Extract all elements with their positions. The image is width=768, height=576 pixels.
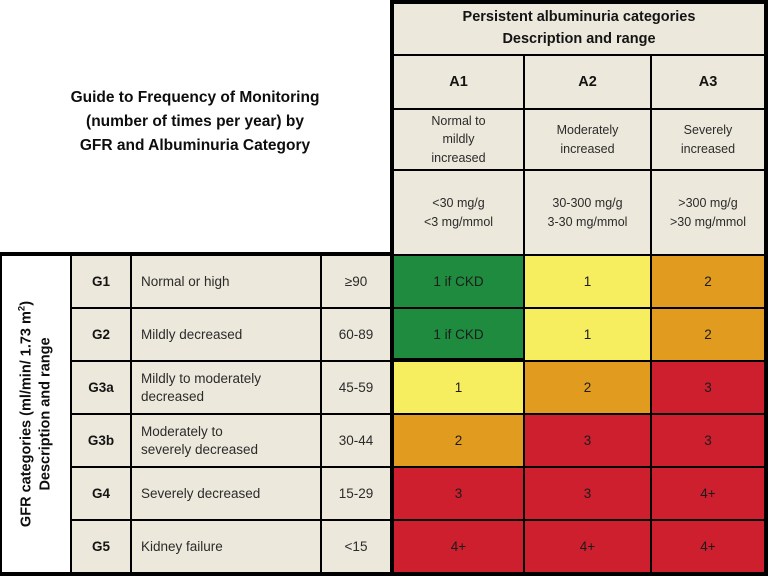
matrix-cell-g3a-a1: 1 — [394, 362, 525, 413]
gfr-range-g3b: 30-44 — [338, 433, 374, 448]
gfr-range-g5: <15 — [344, 539, 368, 554]
gfr-desc-g5: Kidney failure — [132, 521, 322, 572]
gfr-code-g3b: G3b — [72, 415, 132, 466]
gfr-axis-strip: GFR categories (ml/min/ 1.73 m2) Descrip… — [2, 256, 72, 572]
matrix-cell-g3b-a1: 2 — [394, 415, 525, 466]
albuminuria-range-row: <30 mg/g <3 mg/mmol 30-300 mg/g 3-30 mg/… — [394, 171, 764, 256]
gfr-desc-g3b: Moderately to severely decreased — [132, 415, 322, 466]
matrix-cell-g4-a3: 4+ — [652, 468, 764, 519]
matrix-cell-g3b-a2: 3 — [525, 415, 652, 466]
gfr-range-g4: 15-29 — [338, 486, 374, 501]
matrix-cell-g2-a3: 2 — [652, 309, 764, 360]
gfr-code-g2: G2 — [72, 309, 132, 360]
albuminuria-table: Persistent albuminuria categories Descri… — [390, 0, 768, 576]
matrix-cell-g4-a1: 3 — [394, 468, 525, 519]
albuminuria-desc-a3: Severely increased — [680, 123, 736, 156]
matrix-cell-g3a-a3: 3 — [652, 362, 764, 413]
gfr-axis-label-superscript: 2 — [16, 305, 28, 312]
matrix-cell-g2-a2: 1 — [525, 309, 652, 360]
matrix-cell-g5-a2: 4+ — [525, 521, 652, 572]
gfr-range-g2: 60-89 — [338, 327, 374, 342]
gfr-axis-label-line2: Description and range — [37, 337, 54, 491]
matrix-row-g3b: 2 3 3 — [394, 415, 764, 468]
gfr-row-g1: G1 Normal or high ≥90 — [72, 256, 390, 309]
albuminuria-range-a2: 30-300 mg/g 3-30 mg/mmol — [525, 171, 652, 254]
matrix-cell-g3b-a3: 3 — [652, 415, 764, 466]
gfr-row-g2: G2 Mildly decreased 60-89 — [72, 309, 390, 362]
albuminuria-range-a1: <30 mg/g <3 mg/mmol — [394, 171, 525, 254]
gfr-row-g3b: G3b Moderately to severely decreased 30-… — [72, 415, 390, 468]
albuminuria-desc-a1: Normal to mildly increased — [394, 110, 525, 169]
gfr-axis-label-close: ) — [18, 300, 35, 306]
matrix-cell-g5-a1: 4+ — [394, 521, 525, 572]
gfr-axis-label: GFR categories (ml/min/ 1.73 m2) Descrip… — [17, 257, 56, 571]
gfr-row-g4: G4 Severely decreased 15-29 — [72, 468, 390, 521]
matrix-row-g4: 3 3 4+ — [394, 468, 764, 521]
gfr-desc-g3a: Mildly to moderately decreased — [132, 362, 322, 413]
albuminuria-code-row: A1 A2 A3 — [394, 56, 764, 110]
gfr-desc-g2: Mildly decreased — [132, 309, 322, 360]
gfr-row-g3a: G3a Mildly to moderately decreased 45-59 — [72, 362, 390, 415]
gfr-code-g1: G1 — [72, 256, 132, 307]
gfr-code-g4: G4 — [72, 468, 132, 519]
gfr-row-g5: G5 Kidney failure <15 — [72, 521, 390, 572]
albuminuria-desc-row: Normal to mildly increased Moderately in… — [394, 110, 764, 171]
albuminuria-desc-a2: Moderately increased — [525, 110, 652, 169]
albuminuria-code-a3: A3 — [698, 74, 718, 90]
matrix-cell-g1-a2: 1 — [525, 256, 652, 307]
matrix-row-g5: 4+ 4+ 4+ — [394, 521, 764, 572]
gfr-code-g5: G5 — [72, 521, 132, 572]
gfr-range-g3a: 45-59 — [338, 380, 374, 395]
gfr-axis-label-main: GFR categories (ml/min/ 1.73 m — [18, 311, 35, 528]
matrix-cell-g1-a1: 1 if CKD — [394, 256, 525, 307]
gfr-rows: G1 Normal or high ≥90 G2 Mildly decrease… — [72, 256, 390, 572]
albuminuria-range-a3: >300 mg/g >30 mg/mmol — [669, 196, 747, 229]
figure-title: Guide to Frequency of Monitoring (number… — [70, 89, 320, 155]
albuminuria-header: Persistent albuminuria categories Descri… — [394, 4, 764, 56]
gfr-range-g1: ≥90 — [344, 274, 368, 289]
matrix-cell-g5-a3: 4+ — [652, 521, 764, 572]
matrix-row-g2: 1 if CKD 1 2 — [394, 309, 764, 362]
gfr-code-g3a: G3a — [72, 362, 132, 413]
matrix-row-g3a: 1 2 3 — [394, 362, 764, 415]
albuminuria-code-a1: A1 — [394, 56, 525, 108]
matrix-row-g1: 1 if CKD 1 2 — [394, 256, 764, 309]
matrix-cell-g1-a3: 2 — [652, 256, 764, 307]
gfr-table: GFR categories (ml/min/ 1.73 m2) Descrip… — [0, 252, 390, 576]
gfr-desc-g1: Normal or high — [132, 256, 322, 307]
matrix-cell-g2-a1: 1 if CKD — [394, 309, 525, 360]
matrix-cell-g3a-a2: 2 — [525, 362, 652, 413]
matrix-cell-g4-a2: 3 — [525, 468, 652, 519]
gfr-desc-g4: Severely decreased — [132, 468, 322, 519]
albuminuria-code-a2: A2 — [525, 56, 652, 108]
